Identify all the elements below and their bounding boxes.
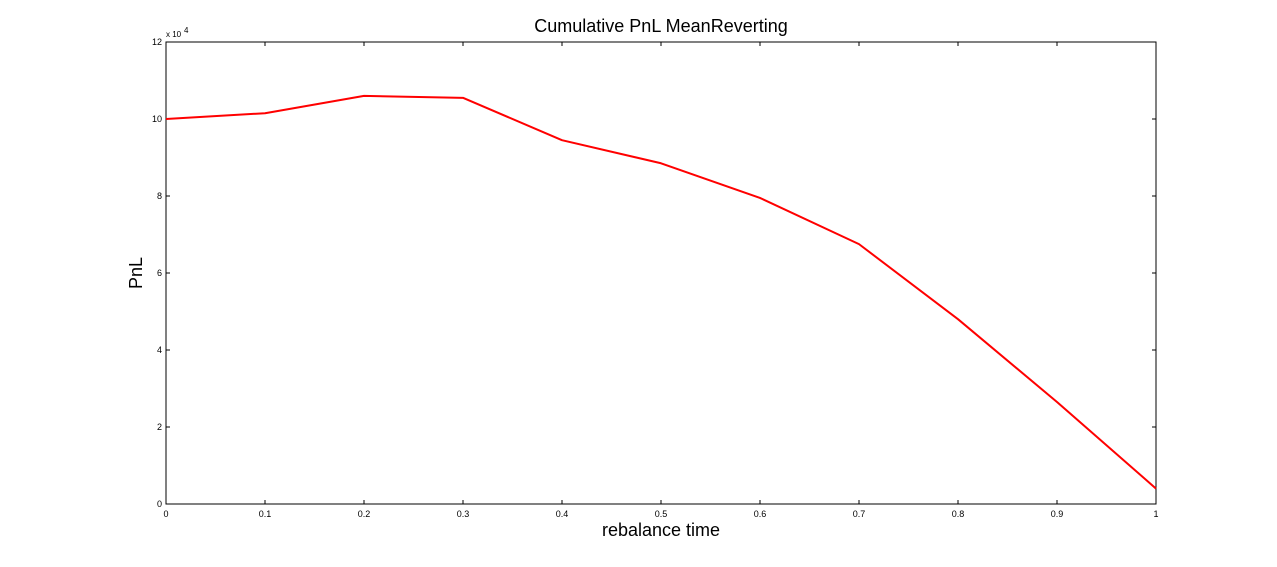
x-tick-label: 0.8 (952, 509, 965, 519)
series-group (165, 94, 1157, 490)
y-tick-label: 12 (152, 37, 162, 47)
x-tick-label: 0.1 (259, 509, 272, 519)
x-axis-ticks: 0 0.1 0.2 0.3 0.4 0.5 0.6 0.7 0.8 0.9 1 (163, 42, 1159, 519)
x-tick-label: 0.3 (457, 509, 470, 519)
y-exponent-power: 4 (184, 26, 189, 35)
chart-title: Cumulative PnL MeanReverting (534, 16, 787, 36)
y-tick-label: 4 (157, 345, 162, 355)
x-tick-label: 0.7 (853, 509, 866, 519)
x-tick-label: 0.2 (358, 509, 371, 519)
y-tick-label: 8 (157, 191, 162, 201)
x-tick-label: 0.5 (655, 509, 668, 519)
y-tick-label: 10 (152, 114, 162, 124)
x-tick-label: 0 (163, 509, 168, 519)
y-axis-label: PnL (126, 257, 146, 289)
y-tick-label: 2 (157, 422, 162, 432)
x-tick-label: 0.6 (754, 509, 767, 519)
y-tick-label: 0 (157, 499, 162, 509)
x-tick-label: 1 (1153, 509, 1158, 519)
y-exponent-base: x 10 (166, 30, 182, 39)
plot-area: 0 0.1 0.2 0.3 0.4 0.5 0.6 0.7 0.8 0.9 1 0 2 4 6 8 10 12 (152, 37, 1159, 519)
x-axis-label: rebalance time (602, 520, 720, 540)
x-tick-label: 0.9 (1051, 509, 1064, 519)
plot-frame (165, 41, 1157, 505)
x-tick-label: 0.4 (556, 509, 569, 519)
y-tick-label: 6 (157, 268, 162, 278)
